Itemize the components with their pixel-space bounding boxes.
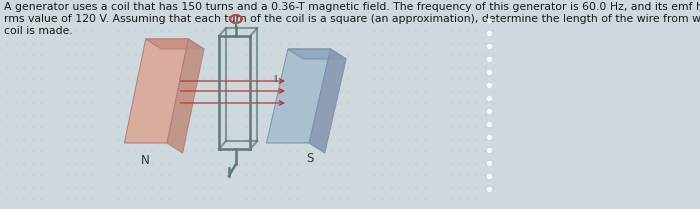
Polygon shape (267, 49, 330, 143)
Polygon shape (167, 39, 204, 153)
Text: N: N (141, 154, 150, 167)
Polygon shape (125, 39, 188, 143)
Text: S: S (306, 152, 314, 164)
Text: coil is made.: coil is made. (4, 26, 72, 36)
Text: A generator uses a coil that has 150 turns and a 0.36-T magnetic field. The freq: A generator uses a coil that has 150 tur… (4, 2, 700, 12)
Polygon shape (146, 39, 204, 49)
Text: II: II (274, 74, 278, 84)
Text: rms value of 120 V. Assuming that each turn of the coil is a square (an approxim: rms value of 120 V. Assuming that each t… (4, 14, 700, 24)
Polygon shape (309, 49, 346, 153)
Polygon shape (288, 49, 346, 59)
